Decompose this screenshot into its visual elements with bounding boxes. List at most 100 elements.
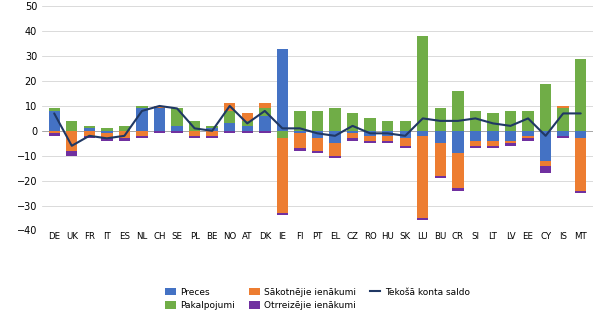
Bar: [558, 136, 569, 138]
Bar: [241, 121, 253, 126]
Bar: [347, 138, 358, 141]
Bar: [470, 131, 481, 141]
Bar: [417, 136, 428, 218]
Bar: [522, 131, 534, 136]
Bar: [575, 191, 586, 193]
Bar: [452, 91, 464, 131]
Bar: [470, 111, 481, 131]
Bar: [259, 108, 271, 116]
Bar: [101, 138, 113, 141]
Bar: [224, 111, 235, 124]
Bar: [311, 111, 323, 131]
Bar: [435, 176, 446, 178]
Bar: [540, 131, 551, 161]
Bar: [294, 133, 305, 148]
Bar: [347, 133, 358, 138]
Bar: [311, 138, 323, 151]
Bar: [558, 108, 569, 131]
Bar: [277, 131, 288, 138]
Bar: [558, 131, 569, 136]
Bar: [294, 131, 305, 133]
Bar: [575, 59, 586, 131]
Bar: [136, 131, 148, 136]
Bar: [224, 103, 235, 111]
Bar: [329, 131, 341, 143]
Bar: [435, 143, 446, 176]
Bar: [49, 111, 60, 131]
Bar: [452, 131, 464, 153]
Bar: [224, 131, 235, 133]
Bar: [364, 118, 376, 131]
Bar: [505, 131, 516, 141]
Bar: [224, 124, 235, 131]
Bar: [189, 136, 200, 138]
Bar: [66, 131, 77, 151]
Bar: [49, 133, 60, 136]
Bar: [277, 138, 288, 213]
Bar: [329, 108, 341, 131]
Bar: [347, 131, 358, 133]
Bar: [154, 106, 165, 108]
Bar: [505, 143, 516, 146]
Bar: [400, 138, 411, 146]
Bar: [294, 148, 305, 151]
Bar: [505, 111, 516, 131]
Bar: [540, 166, 551, 173]
Bar: [382, 131, 394, 136]
Bar: [66, 121, 77, 131]
Bar: [364, 141, 376, 143]
Bar: [417, 36, 428, 131]
Bar: [487, 141, 499, 146]
Bar: [540, 84, 551, 131]
Bar: [259, 103, 271, 108]
Bar: [558, 106, 569, 108]
Bar: [382, 136, 394, 141]
Bar: [329, 143, 341, 156]
Bar: [171, 108, 183, 126]
Bar: [277, 49, 288, 131]
Bar: [400, 146, 411, 148]
Bar: [84, 128, 95, 131]
Bar: [522, 136, 534, 138]
Bar: [417, 131, 428, 136]
Bar: [364, 136, 376, 141]
Bar: [66, 151, 77, 156]
Bar: [171, 131, 183, 133]
Bar: [84, 131, 95, 136]
Bar: [382, 121, 394, 131]
Bar: [259, 131, 271, 133]
Bar: [435, 131, 446, 143]
Bar: [400, 121, 411, 131]
Bar: [49, 108, 60, 111]
Bar: [136, 136, 148, 138]
Bar: [522, 138, 534, 141]
Bar: [101, 128, 113, 131]
Bar: [154, 131, 165, 133]
Bar: [241, 131, 253, 133]
Bar: [505, 141, 516, 143]
Bar: [207, 126, 218, 128]
Bar: [382, 141, 394, 143]
Bar: [259, 116, 271, 131]
Bar: [189, 121, 200, 131]
Bar: [136, 108, 148, 131]
Bar: [364, 131, 376, 136]
Bar: [522, 111, 534, 131]
Bar: [207, 128, 218, 131]
Bar: [84, 136, 95, 138]
Bar: [241, 126, 253, 131]
Bar: [241, 113, 253, 121]
Bar: [119, 131, 130, 138]
Bar: [154, 108, 165, 131]
Bar: [101, 133, 113, 138]
Legend: Preces, Pakalpojumi, Sākotnējie ienākumi, Otrreizējie ienākumi, Tekošā konta sal: Preces, Pakalpojumi, Sākotnējie ienākumi…: [161, 284, 474, 314]
Bar: [311, 131, 323, 138]
Bar: [84, 126, 95, 128]
Bar: [540, 161, 551, 166]
Bar: [452, 153, 464, 188]
Bar: [575, 131, 586, 138]
Bar: [470, 146, 481, 148]
Bar: [435, 108, 446, 131]
Bar: [400, 131, 411, 138]
Bar: [452, 188, 464, 191]
